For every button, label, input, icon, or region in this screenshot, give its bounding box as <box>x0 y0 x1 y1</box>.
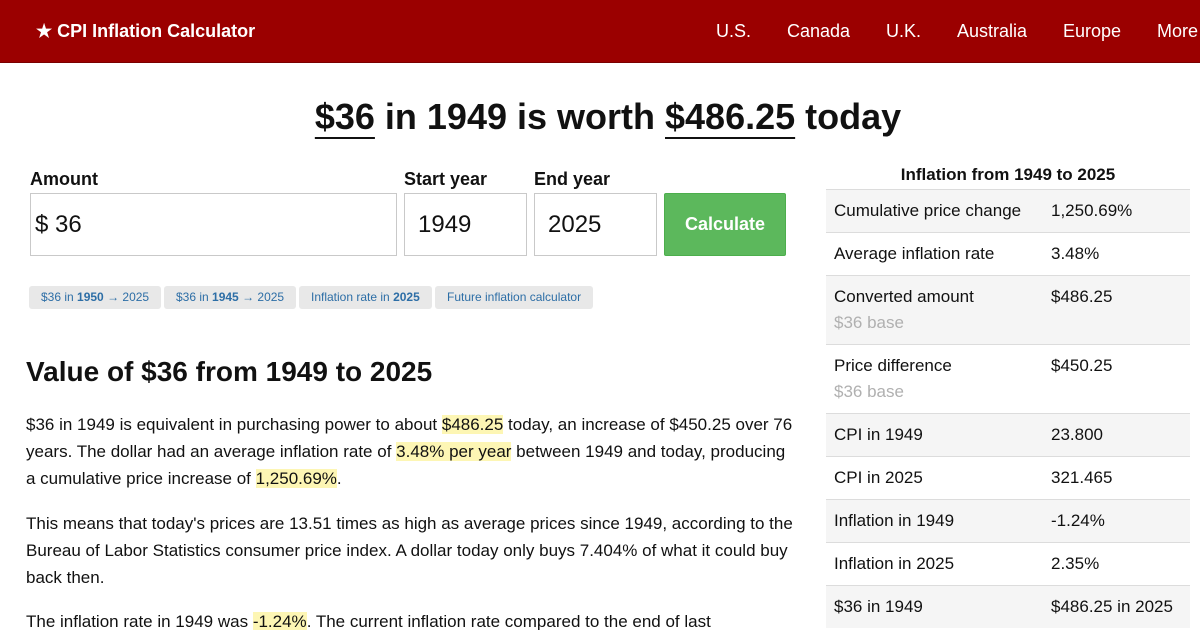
page-title: $36 in 1949 is worth $486.25 today <box>0 96 1200 138</box>
headline-value: $486.25 <box>665 96 796 137</box>
table-row: Cumulative price change 1,250.69% <box>826 189 1190 232</box>
highlight-inflation-1949: -1.24% <box>252 612 307 630</box>
currency-symbol: $ <box>35 211 49 238</box>
summary-paragraph: $36 in 1949 is equivalent in purchasing … <box>26 411 796 492</box>
chip-year: 2025 <box>393 290 420 304</box>
table-row: CPI in 2025 321.465 <box>826 456 1190 499</box>
text: . The current inflation rate compared to… <box>306 612 711 630</box>
row-label: $36 in 1949 <box>834 597 923 616</box>
text: . <box>336 469 342 488</box>
nav-us[interactable]: U.S. <box>716 21 752 41</box>
row-value: 321.465 <box>1051 468 1113 487</box>
chip-link-inflation-rate[interactable]: Inflation rate in 2025 <box>299 286 432 309</box>
row-label: Average inflation rate <box>834 244 995 263</box>
chip-link-future[interactable]: Future inflation calculator <box>435 286 594 309</box>
explanation-paragraph: This means that today's prices are 13.51… <box>26 514 793 587</box>
calculate-button[interactable]: Calculate <box>664 193 786 256</box>
highlight-cumulative-change: 1,250.69% <box>255 469 337 488</box>
end-year-label: End year <box>534 169 611 189</box>
table-row: Price difference $450.25 $36 base <box>826 344 1190 413</box>
chip-text: $36 in <box>41 290 78 304</box>
table-title: Inflation from 1949 to 2025 <box>900 165 1116 184</box>
chip-text: Future inflation calculator <box>447 290 582 304</box>
text: between 1949 and today, producing a cumu… <box>26 442 786 488</box>
amount-field[interactable]: $ 36 <box>30 193 397 256</box>
start-year-value[interactable]: 1949 <box>418 211 472 238</box>
table-row: Inflation in 2025 2.35% <box>826 542 1190 585</box>
row-label: CPI in 2025 <box>834 468 923 487</box>
top-nav-bar: ★ CPI Inflation Calculator U.S. Canada U… <box>0 0 1200 63</box>
row-value: $450.25 <box>1051 356 1113 375</box>
chip-text: $36 in <box>176 290 213 304</box>
row-label: Converted amount <box>834 287 974 306</box>
table-body: Cumulative price change 1,250.69% Average … <box>826 189 1190 628</box>
row-value: $486.25 in 2025 <box>1051 597 1173 616</box>
headline-tail: today <box>795 96 902 137</box>
row-value: 2.35% <box>1051 554 1100 573</box>
chip-year: 1950 <box>77 290 104 304</box>
end-year-field[interactable]: 2025 <box>534 193 657 256</box>
row-value: 3.48% <box>1051 244 1100 263</box>
amount-value[interactable]: 36 <box>55 211 82 238</box>
text: $36 in 1949 is equivalent in purchasing … <box>26 415 442 434</box>
start-year-field[interactable]: 1949 <box>404 193 527 256</box>
highlight-converted-amount: $486.25 <box>441 415 504 434</box>
row-label: Inflation in 2025 <box>834 554 955 573</box>
amount-label: Amount <box>30 169 98 189</box>
nav-canada[interactable]: Canada <box>787 21 851 41</box>
row-value: $486.25 <box>1051 287 1113 306</box>
chip-year: 1945 <box>212 290 239 304</box>
nav-europe[interactable]: Europe <box>1063 21 1122 41</box>
row-value: -1.24% <box>1051 511 1105 530</box>
brand-logo-link[interactable]: ★ CPI Inflation Calculator <box>36 21 256 41</box>
row-sublabel: $36 base <box>834 382 904 401</box>
nav-uk[interactable]: U.K. <box>886 21 922 41</box>
chip-text: Inflation rate in <box>311 290 394 304</box>
row-sublabel: $36 base <box>834 313 904 332</box>
row-value: 23.800 <box>1051 425 1103 444</box>
text: today, an increase of $450.25 over 76 ye… <box>26 415 793 461</box>
row-label: Price difference <box>834 356 952 375</box>
headline-mid: in 1949 is worth <box>374 96 665 137</box>
nav-australia[interactable]: Australia <box>957 21 1028 41</box>
start-year-label: Start year <box>404 169 488 189</box>
row-label: CPI in 1949 <box>834 425 923 444</box>
row-value: 1,250.69% <box>1051 201 1133 220</box>
inflation-summary-table: Inflation from 1949 to 2025 Cumulative p… <box>826 163 1190 628</box>
chip-link-1950[interactable]: $36 in 1950 → 2025 <box>29 286 162 309</box>
chip-text: → 2025 <box>103 290 150 304</box>
end-year-value[interactable]: 2025 <box>548 211 602 238</box>
table-row: $36 in 1949 $486.25 in 2025 <box>826 585 1190 628</box>
inflation-rate-paragraph: The inflation rate in 1949 was -1.24%. T… <box>26 608 796 630</box>
table-row: Average inflation rate 3.48% <box>826 232 1190 275</box>
headline-amount: $36 <box>314 96 375 137</box>
table-row: Converted amount $486.25 $36 base <box>826 275 1190 344</box>
chip-link-1945[interactable]: $36 in 1945 → 2025 <box>164 286 297 309</box>
row-label: Cumulative price change <box>834 201 1022 220</box>
table-row: Inflation in 1949 -1.24% <box>826 499 1190 542</box>
highlight-average-rate: 3.48% per year <box>396 442 512 461</box>
text: The inflation rate in 1949 was <box>26 612 253 630</box>
chip-text: → 2025 <box>238 290 285 304</box>
section-title: Value of $36 from 1949 to 2025 <box>26 356 433 387</box>
table-row: CPI in 1949 23.800 <box>826 413 1190 456</box>
nav-more[interactable]: More <box>1157 21 1199 41</box>
row-label: Inflation in 1949 <box>834 511 955 530</box>
